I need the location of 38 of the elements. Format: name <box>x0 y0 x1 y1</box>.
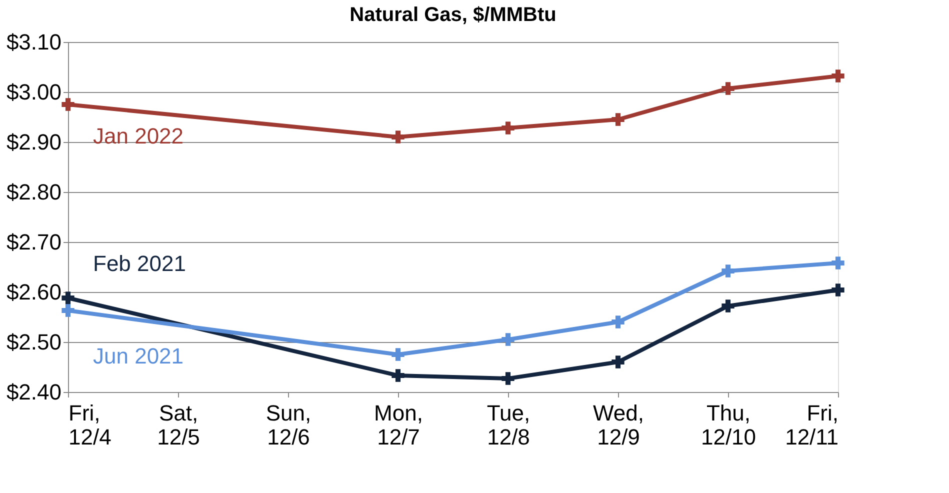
point <box>612 356 624 368</box>
point <box>612 113 624 126</box>
point <box>722 82 734 95</box>
x-tick-label: Mon, 12/7 <box>374 400 423 450</box>
chart-title: Natural Gas, $/MMBtu <box>350 4 556 26</box>
y-tick-label: $2.40 <box>6 380 62 404</box>
y-tick-label: $3.10 <box>6 30 62 54</box>
y-tick-label: $2.60 <box>6 280 62 304</box>
y-tick-label: $3.00 <box>6 80 62 104</box>
point <box>62 304 74 317</box>
y-tick-label: $2.70 <box>6 230 62 254</box>
x-tick-label: Sun, 12/6 <box>266 400 312 450</box>
series-label: Feb 2021 <box>93 251 186 276</box>
x-tick-label: Fri, 12/4 <box>68 400 112 450</box>
y-tick-label: $2.50 <box>6 330 62 354</box>
point <box>722 264 734 278</box>
point <box>392 369 404 382</box>
y-tick-label: $2.90 <box>6 130 62 154</box>
x-tick-label: Sat, 12/5 <box>157 400 200 450</box>
point <box>502 333 514 346</box>
point <box>612 316 624 328</box>
x-tick-label: Thu, 12/10 <box>700 400 756 450</box>
point <box>832 256 844 270</box>
point <box>62 292 74 304</box>
x-tick-label: Tue, 12/8 <box>486 400 530 450</box>
point <box>392 130 404 144</box>
point <box>832 284 844 296</box>
point <box>62 98 74 111</box>
x-tick-label: Wed, 12/9 <box>593 400 644 450</box>
x-tick-label: Fri, 12/11 <box>785 400 838 450</box>
y-tick-label: $2.80 <box>6 180 62 204</box>
series-label: Jun 2021 <box>93 344 184 368</box>
point <box>502 372 514 385</box>
series-label: Jan 2022 <box>93 124 184 148</box>
point <box>392 348 404 361</box>
point <box>502 122 514 134</box>
point <box>722 300 734 312</box>
point <box>832 70 844 82</box>
